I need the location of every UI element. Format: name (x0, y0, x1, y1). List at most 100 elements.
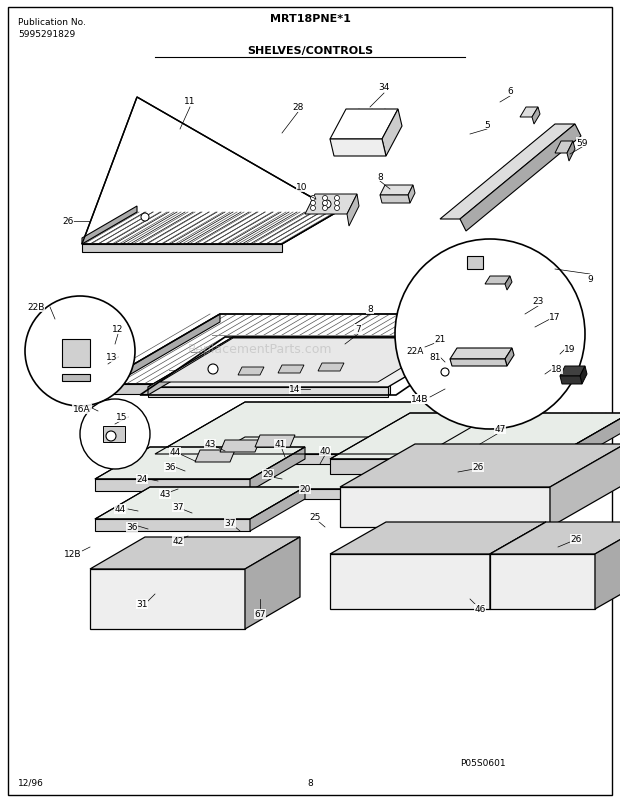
Polygon shape (62, 374, 90, 381)
Polygon shape (340, 487, 550, 528)
Polygon shape (148, 337, 473, 388)
Polygon shape (155, 489, 425, 499)
Polygon shape (450, 349, 512, 360)
Text: 46: 46 (474, 605, 485, 613)
Polygon shape (100, 385, 390, 394)
Circle shape (395, 240, 585, 430)
Polygon shape (550, 444, 620, 528)
Polygon shape (250, 487, 305, 532)
Polygon shape (318, 364, 344, 372)
Polygon shape (467, 257, 483, 270)
Text: 18: 18 (551, 365, 563, 374)
Text: 6: 6 (507, 88, 513, 96)
Text: 21: 21 (435, 335, 446, 344)
Text: 29: 29 (262, 470, 273, 479)
Text: 8: 8 (307, 778, 313, 787)
Polygon shape (148, 337, 233, 396)
Text: 44: 44 (114, 505, 126, 514)
Text: 31: 31 (136, 600, 148, 609)
Text: P05S0601: P05S0601 (460, 758, 506, 767)
Circle shape (141, 214, 149, 222)
Text: 26: 26 (472, 463, 484, 472)
Polygon shape (505, 349, 514, 366)
Text: 9: 9 (587, 275, 593, 284)
Circle shape (322, 196, 327, 202)
Text: SHELVES/CONTROLS: SHELVES/CONTROLS (247, 46, 373, 56)
Polygon shape (100, 315, 510, 385)
Text: Publication No.: Publication No. (18, 18, 86, 27)
Circle shape (311, 206, 316, 211)
Text: 40: 40 (319, 447, 330, 456)
Polygon shape (95, 520, 250, 532)
Polygon shape (560, 366, 585, 377)
Text: 37: 37 (224, 519, 236, 528)
Text: 13: 13 (106, 353, 118, 362)
Text: 41: 41 (274, 440, 286, 449)
Text: 20: 20 (299, 485, 311, 494)
Circle shape (322, 202, 327, 206)
Text: 5995291829: 5995291829 (18, 30, 75, 39)
Circle shape (323, 201, 331, 209)
Polygon shape (195, 450, 235, 463)
Polygon shape (382, 110, 402, 157)
Polygon shape (330, 522, 546, 554)
Text: 10: 10 (296, 183, 308, 192)
Text: ReplacementParts.com: ReplacementParts.com (188, 343, 333, 356)
Text: 14: 14 (290, 385, 301, 394)
Circle shape (322, 206, 327, 211)
Polygon shape (90, 569, 245, 630)
Polygon shape (82, 98, 337, 245)
Polygon shape (278, 365, 304, 373)
Polygon shape (408, 185, 415, 204)
Polygon shape (155, 438, 515, 489)
Polygon shape (250, 447, 305, 491)
Text: 19: 19 (564, 345, 576, 354)
Text: 12/96: 12/96 (18, 778, 44, 787)
Polygon shape (567, 142, 575, 161)
Polygon shape (380, 185, 413, 196)
Polygon shape (330, 554, 490, 609)
Polygon shape (148, 388, 388, 397)
Circle shape (311, 202, 316, 206)
Text: 17: 17 (549, 313, 560, 322)
Polygon shape (485, 277, 510, 284)
Text: 15: 15 (117, 413, 128, 422)
Text: 24: 24 (136, 475, 148, 484)
Text: 34: 34 (378, 84, 390, 92)
Text: 28: 28 (292, 104, 304, 112)
Polygon shape (62, 340, 90, 368)
Text: 22B: 22B (27, 303, 45, 312)
Circle shape (441, 369, 449, 377)
Circle shape (311, 196, 316, 202)
Polygon shape (255, 435, 295, 447)
Polygon shape (155, 402, 515, 454)
Circle shape (335, 206, 340, 211)
Circle shape (80, 400, 150, 470)
Polygon shape (532, 108, 540, 124)
Polygon shape (160, 339, 451, 382)
Text: 47: 47 (494, 425, 506, 434)
Text: 26: 26 (570, 535, 582, 544)
Polygon shape (330, 110, 398, 140)
Polygon shape (555, 142, 573, 154)
Polygon shape (95, 479, 250, 491)
Circle shape (25, 296, 135, 406)
Polygon shape (595, 522, 620, 609)
Polygon shape (90, 537, 300, 569)
Circle shape (335, 202, 340, 206)
Text: 81: 81 (429, 353, 441, 362)
Polygon shape (520, 108, 538, 118)
Text: 22A: 22A (406, 347, 423, 356)
Text: 5: 5 (484, 120, 490, 129)
Text: 36: 36 (126, 523, 138, 532)
Circle shape (208, 365, 218, 374)
Polygon shape (103, 426, 125, 442)
Polygon shape (425, 438, 515, 499)
Polygon shape (347, 195, 359, 226)
Text: 12B: 12B (64, 550, 82, 559)
Text: 43: 43 (205, 440, 216, 449)
Polygon shape (95, 447, 305, 479)
Polygon shape (580, 366, 587, 385)
Text: 59: 59 (576, 138, 588, 147)
Polygon shape (460, 124, 581, 232)
